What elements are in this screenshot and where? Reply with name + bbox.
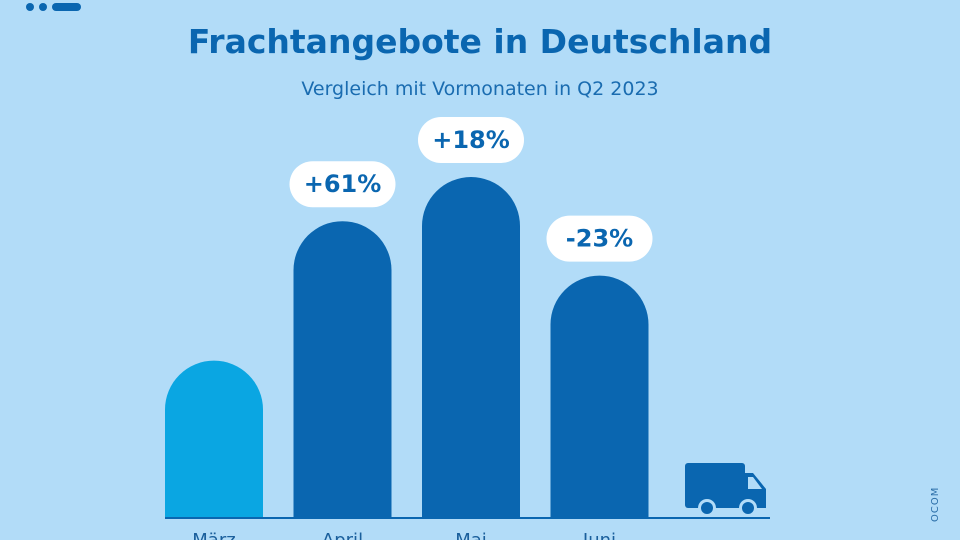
data-label: -23% <box>546 215 653 262</box>
bar-märz <box>165 360 263 517</box>
category-label: Juni <box>582 530 616 540</box>
category-label: April <box>322 530 363 540</box>
bar-juni <box>550 275 649 517</box>
svg-text:+61%: +61% <box>304 170 382 198</box>
brand-logo <box>26 3 81 11</box>
category-label: März <box>192 530 235 540</box>
category-label: Mai <box>455 530 487 540</box>
truck-icon <box>685 463 766 517</box>
data-label: +18% <box>418 117 524 163</box>
svg-text:+18%: +18% <box>432 126 510 154</box>
bar-mai <box>422 177 520 517</box>
credit-text: OCOM <box>930 486 941 522</box>
svg-text:-23%: -23% <box>566 225 633 253</box>
data-label: +61% <box>289 161 396 208</box>
bar-april <box>293 221 392 517</box>
chart-title: Frachtangebote in Deutschland <box>187 22 773 61</box>
chart-subtitle: Vergleich mit Vormonaten in Q2 2023 <box>301 78 659 100</box>
